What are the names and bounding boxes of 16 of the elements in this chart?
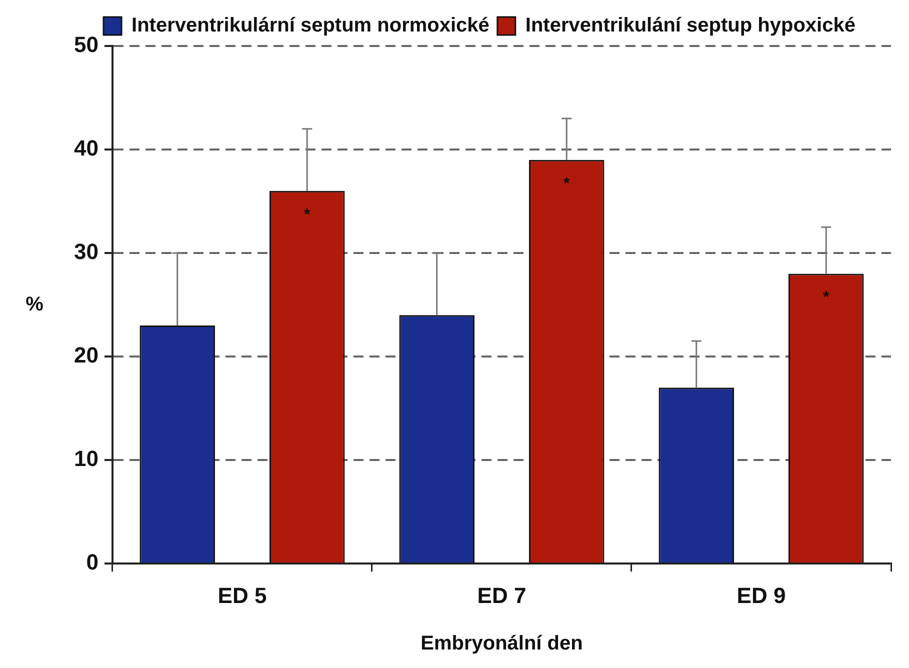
y-tick-label: 50 [74, 32, 98, 58]
annotation: * [823, 289, 830, 306]
y-tick-label: 40 [74, 136, 98, 161]
y-tick-label: 0 [86, 550, 98, 575]
annotation: * [563, 175, 570, 192]
y-tick-label: 30 [74, 239, 98, 264]
legend-label: Interventrikulární septum normoxické [132, 14, 490, 37]
x-axis-title: Embryonální den [420, 632, 583, 655]
y-axis-title: % [26, 293, 44, 316]
legend-label: Interventrikulání septup hypoxické [525, 14, 856, 37]
y-tick-label: 20 [74, 342, 98, 368]
x-tick-label: ED 9 [736, 582, 786, 608]
annotation: * [304, 206, 311, 224]
x-tick-label: ED 5 [218, 582, 267, 608]
x-tick-label: ED 7 [477, 582, 526, 608]
y-tick-label: 10 [74, 446, 98, 472]
